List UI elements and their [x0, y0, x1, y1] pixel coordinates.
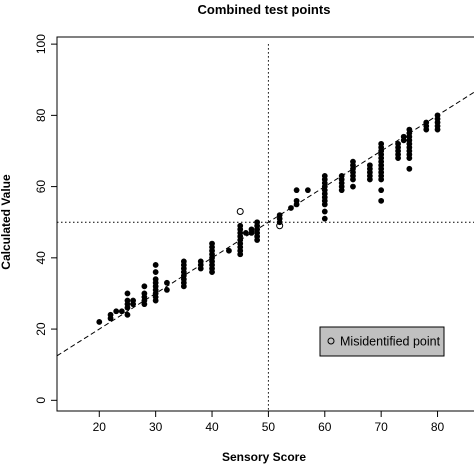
data-point	[96, 319, 103, 325]
data-point	[124, 290, 131, 297]
data-point	[288, 205, 294, 211]
data-point	[141, 283, 148, 290]
legend: Misidentified point	[319, 326, 445, 357]
reference-lines	[57, 44, 474, 411]
data-point	[366, 162, 373, 169]
data-point	[304, 187, 311, 194]
x-tick-label: 20	[93, 420, 107, 434]
legend-box	[319, 326, 445, 357]
data-point	[141, 290, 148, 297]
data-point	[254, 219, 261, 226]
chart-title: Combined test points	[198, 2, 331, 17]
data-point	[321, 215, 328, 222]
data-point	[226, 247, 232, 254]
x-axis-label: Sensory Score	[222, 450, 306, 464]
fit-line	[56, 91, 474, 357]
x-tick-label: 50	[262, 420, 276, 434]
y-tick-label: 80	[34, 108, 48, 122]
data-point	[152, 262, 159, 268]
x-tick-label: 30	[149, 420, 163, 434]
data-point	[293, 187, 300, 194]
data-point	[350, 158, 356, 165]
data-point	[197, 258, 204, 265]
data-point	[423, 119, 430, 126]
data-points	[96, 112, 441, 325]
legend-marker-open-circle	[327, 337, 335, 345]
data-point	[434, 112, 441, 119]
data-point	[242, 230, 249, 236]
y-tick-label: 20	[34, 322, 48, 336]
data-point	[164, 286, 170, 293]
data-point	[124, 297, 131, 304]
data-point	[276, 212, 283, 218]
misidentified-point	[236, 208, 244, 216]
y-tick-label: 60	[34, 180, 48, 194]
data-point	[321, 173, 328, 179]
data-point	[152, 276, 159, 283]
data-point	[321, 208, 328, 215]
data-point	[248, 226, 255, 233]
data-point	[152, 269, 159, 275]
x-tick-label: 70	[374, 420, 388, 434]
dashed-fit-line	[56, 91, 474, 357]
data-point	[118, 308, 125, 315]
data-point	[406, 165, 413, 172]
x-tick-label: 60	[318, 420, 332, 434]
y-tick-label: 100	[34, 34, 48, 54]
data-point	[338, 173, 345, 179]
y-axis-label: Calculated Value	[0, 174, 13, 270]
data-point	[107, 311, 114, 318]
data-point	[164, 279, 170, 286]
x-tick-label: 40	[205, 420, 219, 434]
data-point	[130, 297, 137, 304]
y-axis: 0 20 40 60 80 100	[34, 34, 57, 404]
data-point	[124, 311, 131, 318]
data-point	[400, 133, 407, 140]
data-point	[350, 183, 356, 190]
data-point	[378, 187, 385, 194]
data-point	[378, 140, 385, 147]
y-tick-label: 0	[34, 397, 48, 404]
misidentified-point	[276, 222, 284, 230]
data-point	[113, 308, 120, 315]
x-axis: 20 30 40 50 60 70 80	[93, 410, 445, 434]
data-point	[237, 222, 244, 229]
legend-label: Misidentified point	[340, 335, 441, 349]
x-tick-label: 80	[431, 420, 445, 434]
data-point	[395, 140, 401, 147]
data-point	[209, 240, 215, 247]
data-point	[293, 197, 300, 204]
data-point	[180, 258, 187, 265]
y-tick-label: 40	[34, 251, 48, 265]
data-point	[406, 126, 413, 133]
data-point	[378, 197, 385, 204]
